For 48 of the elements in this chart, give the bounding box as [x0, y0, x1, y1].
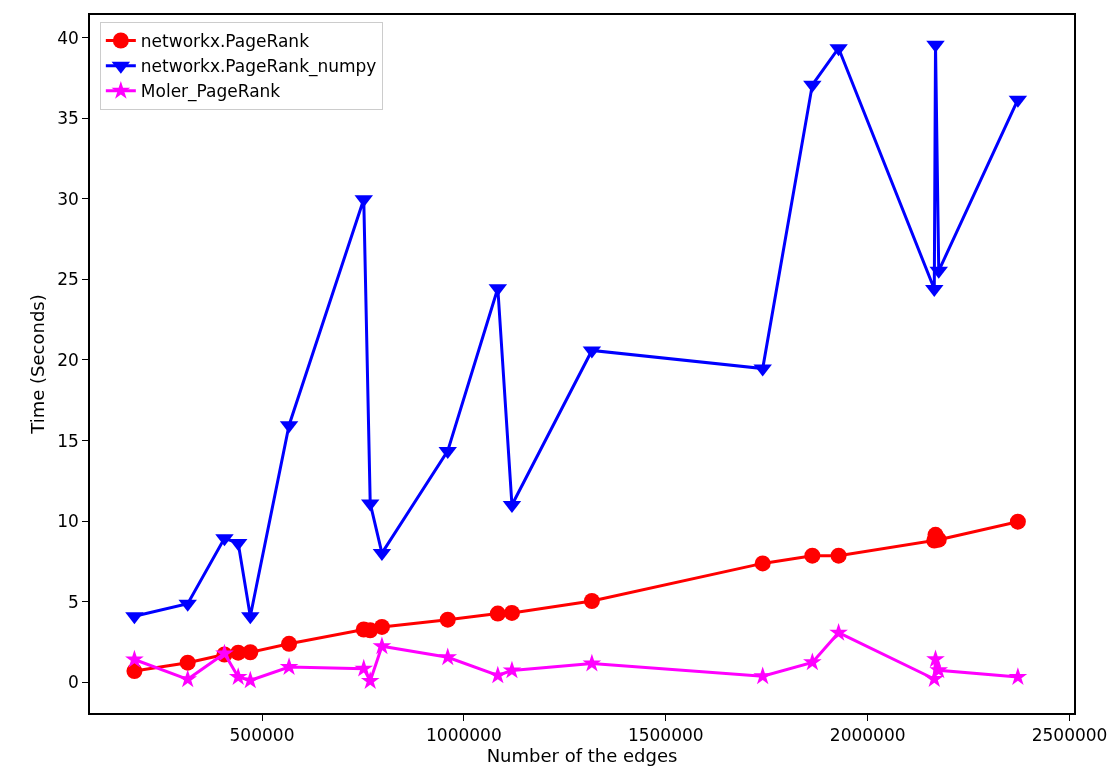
point	[803, 652, 822, 671]
point	[488, 665, 508, 684]
point	[279, 657, 299, 675]
point	[373, 618, 390, 635]
point	[1008, 667, 1028, 685]
point	[582, 653, 602, 672]
point	[178, 669, 198, 688]
point	[830, 547, 847, 564]
point	[372, 636, 392, 655]
point	[503, 604, 520, 621]
x-tick-label: 1000000	[426, 725, 502, 746]
point	[583, 592, 600, 609]
point	[438, 647, 458, 666]
x-axis-title: Number of the edges	[486, 745, 678, 767]
point	[242, 644, 259, 661]
legend-label: Moler_PageRank	[140, 81, 281, 103]
point	[228, 667, 248, 685]
y-tick-label: 20	[57, 349, 79, 370]
point	[126, 663, 143, 680]
y-tick-label: 35	[57, 108, 79, 129]
point	[804, 547, 821, 564]
point	[439, 611, 456, 628]
y-tick-label: 25	[57, 269, 79, 290]
x-tick-label: 2500000	[1031, 725, 1108, 746]
legend-label: networkx.PageRank	[140, 31, 310, 52]
point	[929, 660, 949, 679]
point	[502, 660, 522, 679]
x-tick-label: 500000	[229, 725, 295, 746]
point	[125, 649, 144, 668]
point	[179, 654, 196, 671]
point	[281, 635, 298, 652]
y-tick-label: 0	[68, 672, 79, 693]
x-tick-label: 2000000	[829, 725, 906, 746]
y-tick-label: 5	[68, 591, 79, 612]
y-tick-label: 15	[57, 430, 79, 451]
legend-label: networkx.PageRank_numpy	[140, 56, 377, 78]
y-tick-label: 40	[57, 27, 79, 48]
point	[489, 605, 506, 622]
point	[360, 671, 380, 690]
point	[754, 555, 771, 572]
point	[354, 658, 374, 677]
point	[829, 622, 848, 641]
y-tick-label: 10	[57, 511, 79, 532]
point	[1009, 513, 1026, 530]
x-tick-label: 1500000	[627, 725, 704, 746]
y-tick-label: 30	[57, 188, 79, 209]
y-axis-title: Time (Seconds)	[26, 294, 48, 435]
point	[926, 649, 945, 668]
